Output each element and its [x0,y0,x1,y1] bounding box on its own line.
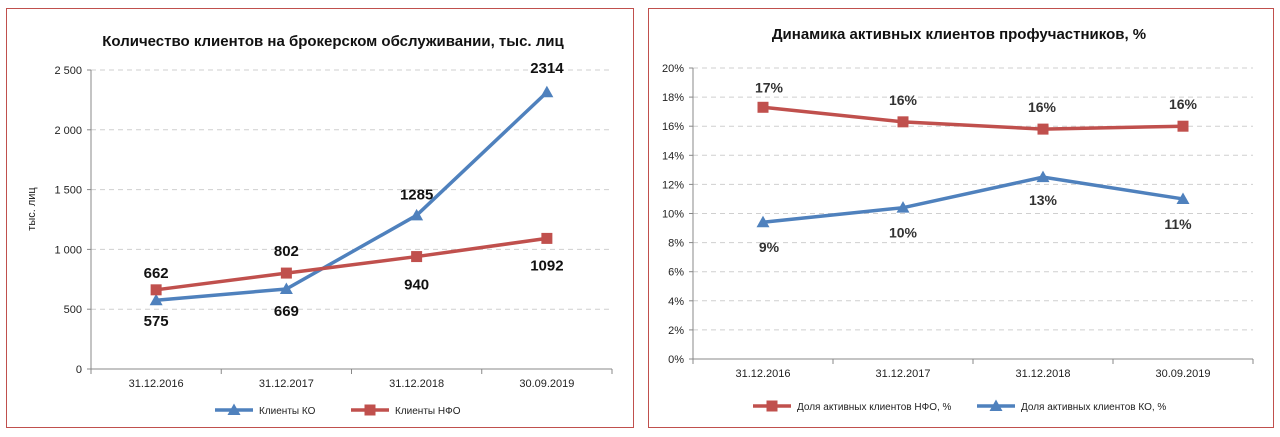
legend-marker [766,400,778,412]
series-line [155,236,548,292]
chart-panel-active-clients: Динамика активных клиентов профучастнико… [648,8,1274,428]
data-label: 16% [889,92,918,108]
data-label: 16% [1028,99,1057,115]
y-tick-label: 2% [668,325,684,337]
data-point [541,232,553,244]
data-point [897,116,909,128]
series-line [762,175,1184,224]
chart-title: Динамика активных клиентов профучастнико… [772,26,1146,43]
x-tick-label: 30.09.2019 [519,378,574,390]
data-point [1036,170,1050,183]
y-axis-label: тыс. лиц [26,187,38,231]
data-point [896,201,910,213]
legend-label: Клиенты КО [259,406,316,417]
data-label: 662 [144,265,169,282]
data-label: 2314 [530,60,564,77]
data-label: 13% [1029,192,1058,208]
x-tick-label: 31.12.2018 [1015,368,1070,380]
y-tick-label: 4% [668,296,684,308]
x-tick-label: 31.12.2018 [389,378,444,390]
data-label: 669 [274,303,299,320]
y-tick-label: 18% [662,92,684,104]
legend-label: Доля активных клиентов НФО, % [797,402,952,413]
data-point [279,282,293,294]
data-label: 802 [274,243,299,260]
legend-marker [364,404,376,416]
x-tick-label: 31.12.2017 [875,368,930,380]
y-tick-label: 10% [662,209,684,221]
data-point [411,251,423,263]
data-point [410,208,424,221]
y-tick-label: 2 500 [54,65,82,77]
y-tick-label: 12% [662,179,684,191]
y-tick-label: 16% [662,121,684,133]
chart-panel-brokerage-clients: Количество клиентов на брокерском обслуж… [6,8,634,428]
y-tick-label: 1 500 [54,185,82,197]
x-tick-label: 31.12.2016 [129,378,184,390]
data-label: 1092 [530,257,563,274]
x-tick-label: 31.12.2017 [259,378,314,390]
x-tick-label: 31.12.2016 [735,368,790,380]
series-line [155,90,549,302]
legend-label: Доля активных клиентов КО, % [1021,402,1166,413]
data-point [1177,120,1189,132]
y-tick-label: 6% [668,267,684,279]
y-tick-label: 8% [668,238,684,250]
data-label: 940 [404,277,429,294]
data-point [280,267,292,279]
legend-marker [227,403,241,415]
active-clients-chart: Динамика активных клиентов профучастнико… [662,26,1254,413]
legend-label: Клиенты НФО [395,406,461,417]
data-label: 9% [759,239,780,255]
data-label: 1285 [400,186,433,203]
legend-marker [989,399,1003,411]
data-label: 11% [1164,216,1192,232]
data-point [540,85,554,98]
data-label: 17% [755,79,784,95]
data-point [1176,192,1190,204]
data-point [150,284,162,296]
data-label: 10% [889,225,918,241]
data-point [756,215,770,228]
brokerage-clients-chart: Количество клиентов на брокерском обслуж… [26,33,613,417]
data-point [757,101,769,113]
y-tick-label: 0 [76,364,82,376]
x-tick-label: 30.09.2019 [1155,368,1210,380]
series-line [762,105,1184,131]
data-point [149,293,163,306]
y-tick-label: 14% [662,150,684,162]
data-label: 16% [1169,96,1198,112]
data-point [1037,123,1049,135]
y-tick-label: 500 [64,304,82,316]
y-tick-label: 20% [662,63,684,75]
y-tick-label: 2 000 [54,125,82,137]
chart-title: Количество клиентов на брокерском обслуж… [102,33,564,50]
y-tick-label: 0% [668,354,684,366]
data-label: 575 [144,313,169,330]
y-tick-label: 1 000 [54,244,82,256]
